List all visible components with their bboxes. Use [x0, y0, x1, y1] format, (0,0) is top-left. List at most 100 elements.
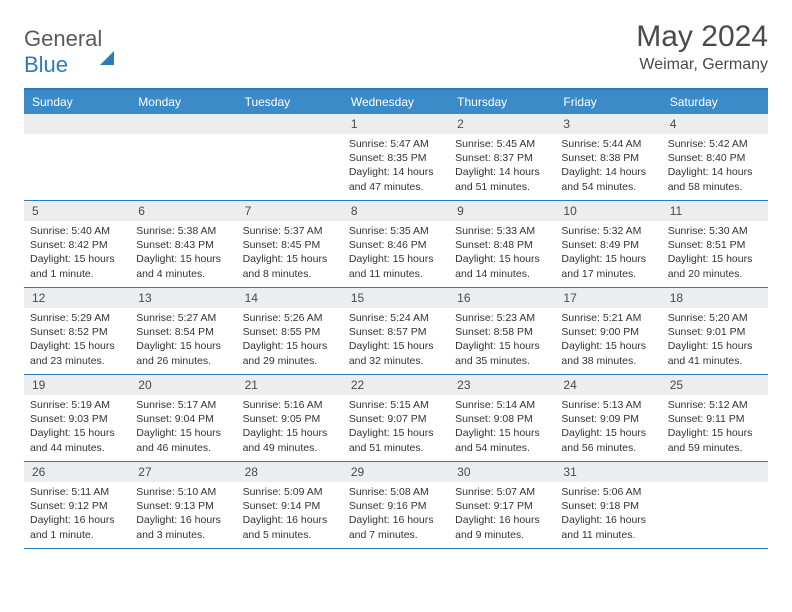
day-info: Sunrise: 5:30 AMSunset: 8:51 PMDaylight:… — [662, 221, 768, 286]
calendar-day-cell: 8Sunrise: 5:35 AMSunset: 8:46 PMDaylight… — [343, 201, 449, 287]
sunset-text: Sunset: 9:01 PM — [668, 325, 762, 339]
sunset-text: Sunset: 9:00 PM — [561, 325, 655, 339]
day-info: Sunrise: 5:47 AMSunset: 8:35 PMDaylight:… — [343, 134, 449, 199]
daylight-text: Daylight: 15 hours and 11 minutes. — [349, 252, 443, 280]
daylight-text: Daylight: 15 hours and 20 minutes. — [668, 252, 762, 280]
calendar-day-cell: 30Sunrise: 5:07 AMSunset: 9:17 PMDayligh… — [449, 462, 555, 548]
sunrise-text: Sunrise: 5:42 AM — [668, 137, 762, 151]
sunset-text: Sunset: 8:55 PM — [243, 325, 337, 339]
day-info: Sunrise: 5:06 AMSunset: 9:18 PMDaylight:… — [555, 482, 661, 547]
daylight-text: Daylight: 16 hours and 5 minutes. — [243, 513, 337, 541]
calendar-week-row: 1Sunrise: 5:47 AMSunset: 8:35 PMDaylight… — [24, 114, 768, 201]
day-info: Sunrise: 5:11 AMSunset: 9:12 PMDaylight:… — [24, 482, 130, 547]
daylight-text: Daylight: 15 hours and 41 minutes. — [668, 339, 762, 367]
daylight-text: Daylight: 15 hours and 8 minutes. — [243, 252, 337, 280]
sunset-text: Sunset: 9:08 PM — [455, 412, 549, 426]
calendar-day-cell: 21Sunrise: 5:16 AMSunset: 9:05 PMDayligh… — [237, 375, 343, 461]
day-number: 17 — [555, 288, 661, 308]
sunset-text: Sunset: 8:38 PM — [561, 151, 655, 165]
sunset-text: Sunset: 8:42 PM — [30, 238, 124, 252]
day-info: Sunrise: 5:26 AMSunset: 8:55 PMDaylight:… — [237, 308, 343, 373]
day-number: 10 — [555, 201, 661, 221]
day-number: 26 — [24, 462, 130, 482]
day-info: Sunrise: 5:27 AMSunset: 8:54 PMDaylight:… — [130, 308, 236, 373]
month-title: May 2024 — [636, 20, 768, 54]
calendar-day-cell: 29Sunrise: 5:08 AMSunset: 9:16 PMDayligh… — [343, 462, 449, 548]
weekday-header: Friday — [555, 90, 661, 114]
day-number: 12 — [24, 288, 130, 308]
calendar-day-cell: 22Sunrise: 5:15 AMSunset: 9:07 PMDayligh… — [343, 375, 449, 461]
daylight-text: Daylight: 14 hours and 51 minutes. — [455, 165, 549, 193]
sunset-text: Sunset: 8:57 PM — [349, 325, 443, 339]
calendar-day-cell: 16Sunrise: 5:23 AMSunset: 8:58 PMDayligh… — [449, 288, 555, 374]
day-number: 8 — [343, 201, 449, 221]
sunrise-text: Sunrise: 5:45 AM — [455, 137, 549, 151]
calendar-day-cell: 24Sunrise: 5:13 AMSunset: 9:09 PMDayligh… — [555, 375, 661, 461]
day-number: 3 — [555, 114, 661, 134]
day-info: Sunrise: 5:10 AMSunset: 9:13 PMDaylight:… — [130, 482, 236, 547]
calendar-table: Sunday Monday Tuesday Wednesday Thursday… — [24, 88, 768, 549]
day-number: 5 — [24, 201, 130, 221]
daylight-text: Daylight: 15 hours and 32 minutes. — [349, 339, 443, 367]
daylight-text: Daylight: 15 hours and 14 minutes. — [455, 252, 549, 280]
calendar-day-cell: 2Sunrise: 5:45 AMSunset: 8:37 PMDaylight… — [449, 114, 555, 200]
day-number — [24, 114, 130, 134]
weekday-header: Monday — [130, 90, 236, 114]
sunset-text: Sunset: 9:17 PM — [455, 499, 549, 513]
calendar-day-cell: 9Sunrise: 5:33 AMSunset: 8:48 PMDaylight… — [449, 201, 555, 287]
day-info: Sunrise: 5:33 AMSunset: 8:48 PMDaylight:… — [449, 221, 555, 286]
sunrise-text: Sunrise: 5:08 AM — [349, 485, 443, 499]
calendar-day-cell: 11Sunrise: 5:30 AMSunset: 8:51 PMDayligh… — [662, 201, 768, 287]
calendar-day-cell: 18 Sunrise: 5:20 AMSunset: 9:01 PMDayligh… — [662, 288, 768, 374]
weekday-header: Wednesday — [343, 90, 449, 114]
daylight-text: Daylight: 14 hours and 47 minutes. — [349, 165, 443, 193]
sunset-text: Sunset: 8:54 PM — [136, 325, 230, 339]
calendar-day-cell: 1Sunrise: 5:47 AMSunset: 8:35 PMDaylight… — [343, 114, 449, 200]
sunset-text: Sunset: 8:43 PM — [136, 238, 230, 252]
title-block: May 2024 Weimar, Germany — [636, 20, 768, 74]
sunrise-text: Sunrise: 5:44 AM — [561, 137, 655, 151]
day-number: 20 — [130, 375, 236, 395]
calendar-day-cell: 15Sunrise: 5:24 AMSunset: 8:57 PMDayligh… — [343, 288, 449, 374]
sunset-text: Sunset: 8:46 PM — [349, 238, 443, 252]
day-info: Sunrise: 5:09 AMSunset: 9:14 PMDaylight:… — [237, 482, 343, 547]
day-number: 28 — [237, 462, 343, 482]
calendar-day-cell: 17Sunrise: 5:21 AMSunset: 9:00 PMDayligh… — [555, 288, 661, 374]
sunrise-text: Sunrise: 5:06 AM — [561, 485, 655, 499]
sunset-text: Sunset: 9:13 PM — [136, 499, 230, 513]
day-number: 25 — [662, 375, 768, 395]
sunset-text: Sunset: 8:40 PM — [668, 151, 762, 165]
sunrise-text: Sunrise: 5:37 AM — [243, 224, 337, 238]
sunset-text: Sunset: 9:05 PM — [243, 412, 337, 426]
day-number: 13 — [130, 288, 236, 308]
day-number: 19 — [24, 375, 130, 395]
sunrise-text: Sunrise: 5:23 AM — [455, 311, 549, 325]
sunrise-text: Sunrise: 5:16 AM — [243, 398, 337, 412]
sunrise-text: Sunrise: 5:09 AM — [243, 485, 337, 499]
calendar-day-cell — [237, 114, 343, 200]
sunset-text: Sunset: 9:07 PM — [349, 412, 443, 426]
day-info: Sunrise: 5:07 AMSunset: 9:17 PMDaylight:… — [449, 482, 555, 547]
sunrise-text: Sunrise: 5:30 AM — [668, 224, 762, 238]
calendar-day-cell: 26Sunrise: 5:11 AMSunset: 9:12 PMDayligh… — [24, 462, 130, 548]
weekday-header: Thursday — [449, 90, 555, 114]
sunrise-text: Sunrise: 5:33 AM — [455, 224, 549, 238]
day-info: Sunrise: 5:23 AMSunset: 8:58 PMDaylight:… — [449, 308, 555, 373]
sunrise-text: Sunrise: 5:20 AM — [668, 311, 762, 325]
sunrise-text: Sunrise: 5:15 AM — [349, 398, 443, 412]
day-number: 18 — [662, 288, 768, 308]
daylight-text: Daylight: 15 hours and 4 minutes. — [136, 252, 230, 280]
sunrise-text: Sunrise: 5:32 AM — [561, 224, 655, 238]
calendar-day-cell — [24, 114, 130, 200]
sunrise-text: Sunrise: 5:24 AM — [349, 311, 443, 325]
sunset-text: Sunset: 8:37 PM — [455, 151, 549, 165]
day-info: Sunrise: 5:08 AMSunset: 9:16 PMDaylight:… — [343, 482, 449, 547]
sunrise-text: Sunrise: 5:11 AM — [30, 485, 124, 499]
sunset-text: Sunset: 9:12 PM — [30, 499, 124, 513]
calendar-day-cell: 3Sunrise: 5:44 AMSunset: 8:38 PMDaylight… — [555, 114, 661, 200]
calendar-day-cell: 13Sunrise: 5:27 AMSunset: 8:54 PMDayligh… — [130, 288, 236, 374]
day-number: 23 — [449, 375, 555, 395]
calendar-day-cell: 23Sunrise: 5:14 AMSunset: 9:08 PMDayligh… — [449, 375, 555, 461]
calendar-day-cell: 12Sunrise: 5:29 AMSunset: 8:52 PMDayligh… — [24, 288, 130, 374]
day-info: Sunrise: 5:14 AMSunset: 9:08 PMDaylight:… — [449, 395, 555, 460]
